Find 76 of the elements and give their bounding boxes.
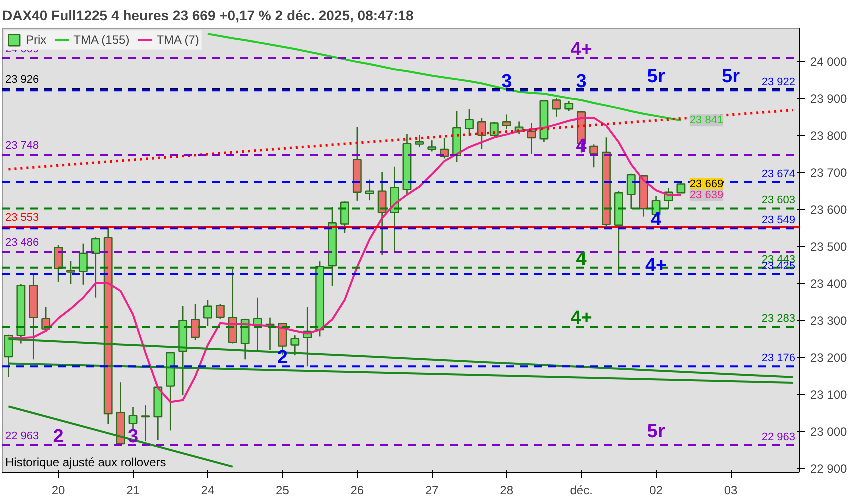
ref-line-label: 22 963	[762, 431, 796, 444]
text: 23 669	[690, 178, 724, 190]
x-tick-label: déc.	[570, 484, 593, 498]
candlestick	[365, 179, 374, 202]
candlestick	[477, 117, 486, 150]
y-tick-label: 23 400	[810, 276, 848, 291]
annotation: 23 748	[6, 140, 40, 152]
annotation: 4	[576, 248, 588, 270]
data-label: 23 639	[690, 189, 724, 202]
annotation: 23 486	[6, 236, 40, 249]
candlestick	[590, 144, 598, 168]
candlestick	[502, 114, 512, 130]
y-tick-label: 24 000	[810, 54, 848, 69]
ref-line-label: 23 283	[762, 313, 796, 326]
candlestick	[78, 243, 88, 286]
annotation: 4+	[570, 39, 592, 60]
y-tick-label: 23 700	[810, 166, 848, 180]
candlestick	[465, 108, 474, 138]
annotation: 22 963	[6, 430, 40, 442]
annotation: 4	[651, 210, 662, 231]
annotation: Historique ajusté aux rollovers	[6, 456, 166, 470]
x-tick-label: 03	[724, 484, 738, 498]
annotation: 5r	[722, 66, 741, 88]
legend-label: TMA (155)	[74, 33, 130, 47]
x-tick-label: 28	[500, 484, 514, 498]
data-label: 23 841	[690, 114, 724, 127]
candlestick	[340, 201, 350, 234]
y-tick-label: 22 900	[810, 462, 848, 476]
chart-title: DAX40 Full1225 4 heures 23 669 +0,17 % 2 déc. 2025, 08:47:18	[2, 8, 414, 24]
ref-line-label: 23 549	[762, 214, 796, 227]
annotation: 2	[277, 348, 288, 369]
ref-line-label: 23 674	[762, 168, 796, 180]
candlestick	[128, 406, 138, 431]
candlestick	[552, 97, 562, 118]
candlestick	[378, 172, 387, 256]
candlestick	[191, 304, 200, 342]
annotation: 23 553	[6, 212, 40, 224]
line-series	[206, 33, 682, 122]
legend-label: TMA (7)	[156, 33, 200, 47]
x-tick-label: 20	[52, 484, 66, 498]
y-tick-label: 23 600	[810, 202, 848, 217]
candlestick	[204, 299, 212, 327]
y-tick-label: 23 300	[810, 314, 848, 328]
candlestick	[141, 404, 150, 442]
y-tick-label: 23 200	[810, 350, 848, 365]
y-tick-label: 23 800	[810, 128, 848, 143]
candlestick	[564, 100, 574, 112]
annotation: 5r	[647, 421, 666, 442]
candlestick	[527, 122, 536, 155]
x-tick-label: 26	[350, 484, 364, 498]
x-tick-label: 21	[126, 484, 140, 498]
candlestick	[415, 134, 424, 148]
y-tick-label: 23 900	[810, 92, 848, 106]
candlestick	[428, 140, 437, 152]
candlestick	[626, 173, 636, 210]
annotation: 3	[576, 72, 587, 93]
candlestick	[290, 334, 300, 356]
y-tick-label: 23 500	[810, 240, 848, 254]
annotation: 4+	[570, 308, 592, 330]
x-tick-label: 24	[201, 484, 215, 498]
candlestick	[216, 304, 225, 320]
ref-line-label: 23 176	[762, 352, 796, 365]
candlestick	[91, 236, 100, 299]
y-tick-label: 23 000	[810, 424, 848, 439]
annotation: 3	[502, 72, 512, 93]
ref-line-label: 23 603	[762, 194, 796, 207]
y-tick-label: 23 100	[810, 388, 848, 402]
x-tick-label: 25	[276, 484, 290, 498]
ref-line-label: 23 922	[762, 76, 796, 89]
annotation: 2	[53, 426, 64, 448]
x-tick-label: 02	[650, 484, 664, 498]
annotation: 23 926	[6, 74, 40, 86]
legend-label: Prix	[26, 33, 47, 47]
candlestick	[66, 260, 76, 286]
annotation: 5r	[647, 66, 666, 88]
x-tick-label: 27	[425, 484, 440, 498]
